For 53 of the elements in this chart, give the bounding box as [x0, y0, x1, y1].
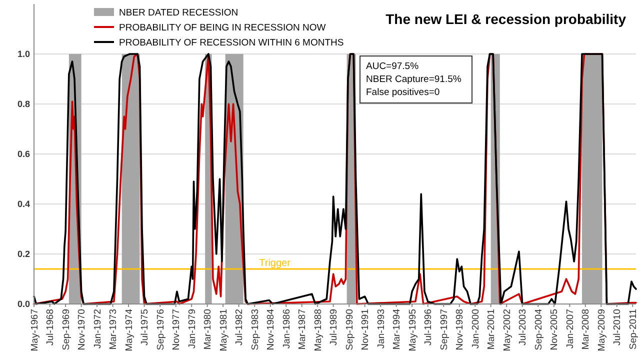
annotation: NBER Capture=91.5%	[366, 74, 462, 85]
x-tick-label: Mar-2001	[486, 309, 498, 350]
x-tick-label: May-2002	[502, 309, 513, 352]
x-tick-label: Jul-1996	[423, 309, 434, 346]
x-tick-label: Sep-2004	[533, 309, 544, 350]
y-tick-label: 0.8	[17, 99, 30, 110]
x-tick-label: Mar-1973	[108, 309, 120, 350]
y-tick-label: 0.6	[17, 149, 30, 160]
x-tick-label: Sep-1983	[250, 309, 261, 350]
x-tick-label: Jan-1972	[92, 309, 104, 349]
x-tick-label: Mar-1987	[297, 309, 308, 350]
x-tick-label: Jul-1968	[45, 309, 56, 346]
x-tick-label: Jul-1982	[234, 309, 246, 346]
x-tick-label: Jan-1979	[186, 309, 198, 349]
x-tick-label: Nov-1970	[76, 309, 88, 350]
x-tick-label: May-1974	[124, 309, 135, 352]
x-tick-label: Nov-2005	[549, 309, 560, 350]
legend-label: PROBABILITY OF RECESSION WITHIN 6 MONTHS	[119, 37, 344, 48]
x-tick-label: Sep-1969	[60, 309, 72, 350]
ref-line-label: Trigger	[259, 258, 292, 269]
text: The new LEI & recession probability	[386, 11, 626, 27]
x-tick-label: Jan-1993	[376, 309, 387, 349]
legend-label: NBER DATED RECESSION	[119, 7, 238, 18]
annotation: False positives=0	[366, 87, 440, 98]
legend-label: PROBABILITY OF BEING IN RECESSION NOW	[119, 22, 326, 34]
x-tick-label: Sep-1976	[155, 309, 166, 350]
x-tick-label: Nov-1991	[360, 309, 372, 350]
x-tick-label: Jan-2007	[564, 309, 576, 349]
x-tick-label: Sep-1990	[344, 309, 356, 350]
y-tick-label: 0.4	[17, 199, 30, 210]
x-tick-label: Nov-1977	[171, 309, 182, 350]
x-tick-label: Jul-2003	[518, 309, 529, 346]
x-tick-label: Jan-1986	[281, 309, 292, 349]
x-tick-label: Jul-1989	[328, 309, 340, 346]
x-tick-label: Jan-2000	[470, 309, 482, 349]
y-tick-label: 1.0	[17, 49, 30, 60]
x-tick-label: Nov-1998	[454, 309, 466, 350]
x-tick-label: Sep-2011	[628, 309, 639, 350]
x-tick-label: Jul-2010	[612, 309, 624, 346]
x-tick-label: Sep-1997	[438, 309, 450, 350]
x-tick-label: May-1995	[407, 309, 418, 352]
x-tick-label: May-2009	[596, 309, 608, 352]
annotation: AUC=97.5%	[366, 61, 420, 72]
y-tick-label: 0.0	[17, 299, 30, 310]
x-tick-label: Jul-1975	[140, 309, 151, 346]
x-tick-label: May-1988	[312, 309, 324, 352]
x-tick-label: Nov-1984	[266, 309, 277, 350]
y-tick-label: 0.2	[17, 249, 30, 260]
x-tick-label: Mar-1994	[392, 309, 403, 350]
x-tick-label: May-1981	[218, 309, 230, 352]
x-tick-label: Mar-2008	[580, 309, 592, 350]
x-tick-label: Mar-1980	[202, 309, 214, 350]
x-tick-label: May-1967	[29, 309, 40, 352]
